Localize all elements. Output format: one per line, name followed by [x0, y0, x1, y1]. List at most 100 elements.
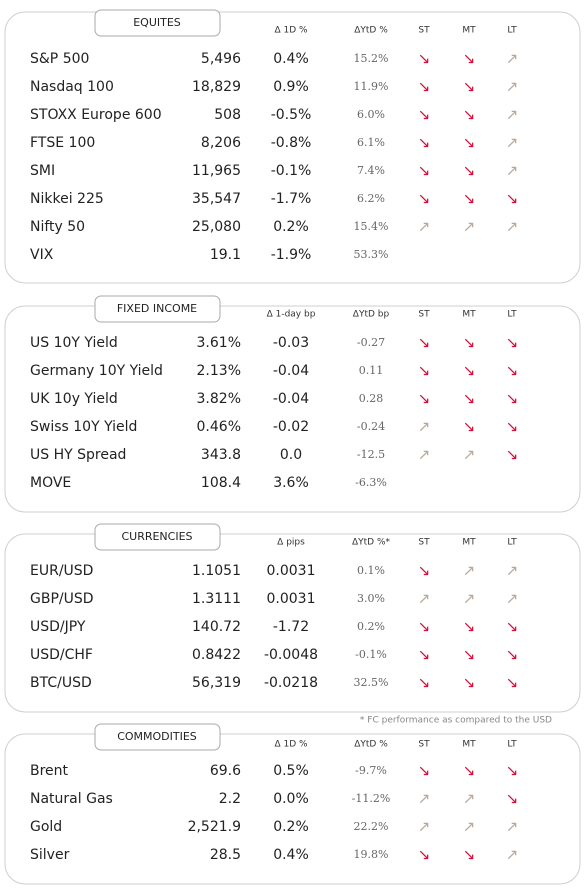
daily-change: 0.0	[280, 447, 302, 463]
daily-change: -0.04	[273, 363, 309, 379]
instrument-name: SMI	[30, 163, 55, 179]
trend-arrow: ↘	[506, 362, 519, 380]
instrument-name: EUR/USD	[30, 563, 93, 579]
trend-arrow: ↘	[506, 674, 519, 692]
section-tab	[94, 9, 221, 37]
instrument-value: 3.61%	[197, 335, 241, 351]
trend-arrow: ↘	[418, 362, 431, 380]
column-header: Δ 1-day bp	[267, 310, 316, 320]
section-tab	[94, 523, 221, 551]
daily-change: 0.0%	[273, 791, 309, 807]
instrument-value: 35,547	[192, 191, 241, 207]
daily-change: -1.9%	[271, 247, 312, 263]
trend-arrow: ↗	[506, 106, 519, 124]
trend-arrow: ↗	[418, 446, 431, 464]
section-title: FIXED INCOME	[117, 302, 197, 315]
trend-arrow: ↘	[463, 50, 476, 68]
trend-arrow: ↘	[506, 762, 519, 780]
trend-arrow: ↘	[418, 762, 431, 780]
column-header: ST	[418, 740, 430, 750]
trend-arrow: ↗	[463, 446, 476, 464]
column-header: MT	[462, 740, 476, 750]
trend-arrow: ↘	[463, 390, 476, 408]
daily-change: 0.0031	[267, 563, 316, 579]
instrument-name: Brent	[30, 763, 69, 779]
trend-arrow: ↗	[506, 562, 519, 580]
trend-arrow: ↘	[418, 162, 431, 180]
column-header: LT	[507, 26, 517, 36]
column-header: ΔYtD %	[354, 26, 388, 36]
instrument-value: 8,206	[201, 135, 241, 151]
trend-arrow: ↘	[506, 334, 519, 352]
trend-arrow: ↘	[506, 790, 519, 808]
instrument-name: GBP/USD	[30, 591, 94, 607]
instrument-name: BTC/USD	[30, 675, 92, 691]
instrument-name: Gold	[30, 819, 62, 835]
column-header: ST	[418, 310, 430, 320]
section-box	[4, 305, 581, 513]
ytd-change: -11.2%	[352, 792, 391, 805]
trend-arrow: ↘	[463, 162, 476, 180]
daily-change: 3.6%	[273, 475, 309, 491]
trend-arrow: ↘	[463, 418, 476, 436]
trend-arrow: ↘	[463, 618, 476, 636]
trend-arrow: ↘	[506, 390, 519, 408]
trend-arrow: ↘	[418, 618, 431, 636]
section-box	[4, 733, 581, 885]
instrument-value: 18,829	[192, 79, 241, 95]
instrument-value: 56,319	[192, 675, 241, 691]
trend-arrow: ↘	[506, 418, 519, 436]
trend-arrow: ↘	[418, 674, 431, 692]
trend-arrow: ↘	[463, 106, 476, 124]
trend-arrow: ↘	[463, 190, 476, 208]
trend-arrow: ↘	[463, 762, 476, 780]
column-header: Δ 1D %	[274, 740, 308, 750]
trend-arrow: ↗	[463, 562, 476, 580]
trend-arrow: ↘	[418, 334, 431, 352]
ytd-change: 53.3%	[354, 248, 389, 261]
instrument-value: 1.1051	[192, 563, 241, 579]
instrument-value: 2.13%	[197, 363, 241, 379]
ytd-change: 22.2%	[354, 820, 389, 833]
trend-arrow: ↘	[506, 446, 519, 464]
daily-change: -0.5%	[271, 107, 312, 123]
ytd-change: 0.28	[359, 392, 384, 405]
footnote: * FC performance as compared to the USD	[360, 716, 552, 726]
daily-change: 0.4%	[273, 51, 309, 67]
instrument-name: US 10Y Yield	[30, 335, 118, 351]
trend-arrow: ↘	[463, 78, 476, 96]
daily-change: -1.72	[273, 619, 309, 635]
ytd-change: -0.24	[357, 420, 385, 433]
daily-change: 0.5%	[273, 763, 309, 779]
instrument-name: USD/CHF	[30, 647, 93, 663]
ytd-change: 32.5%	[354, 676, 389, 689]
trend-arrow: ↘	[463, 134, 476, 152]
trend-arrow: ↘	[418, 390, 431, 408]
trend-arrow: ↗	[463, 818, 476, 836]
section-box	[4, 11, 581, 284]
ytd-change: 11.9%	[354, 80, 389, 93]
section-box	[4, 533, 581, 713]
column-header: ST	[418, 26, 430, 36]
trend-arrow: ↘	[506, 618, 519, 636]
instrument-value: 25,080	[192, 219, 241, 235]
ytd-change: 15.2%	[354, 52, 389, 65]
column-header: LT	[507, 310, 517, 320]
column-header: Δ pips	[277, 538, 305, 548]
daily-change: -0.04	[273, 391, 309, 407]
instrument-value: 5,496	[201, 51, 241, 67]
instrument-value: 0.8422	[192, 647, 241, 663]
daily-change: -1.7%	[271, 191, 312, 207]
ytd-change: -9.7%	[355, 764, 387, 777]
column-header: LT	[507, 538, 517, 548]
trend-arrow: ↗	[506, 590, 519, 608]
instrument-value: 2,521.9	[188, 819, 241, 835]
ytd-change: 0.11	[359, 364, 384, 377]
ytd-change: 19.8%	[354, 848, 389, 861]
trend-arrow: ↘	[418, 106, 431, 124]
trend-arrow: ↗	[506, 218, 519, 236]
trend-arrow: ↗	[506, 78, 519, 96]
trend-arrow: ↗	[418, 590, 431, 608]
daily-change: 0.2%	[273, 819, 309, 835]
